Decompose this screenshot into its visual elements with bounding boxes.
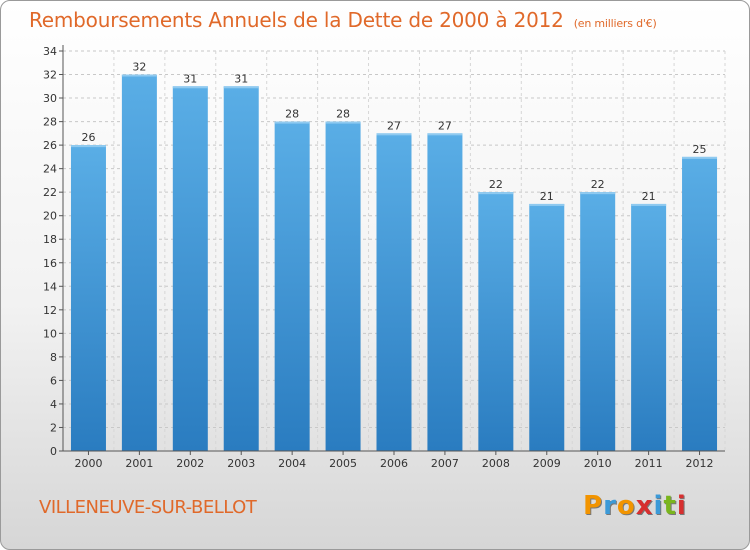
bar <box>325 121 361 452</box>
bar-value-label: 28 <box>336 108 350 121</box>
bar-highlight <box>529 203 565 206</box>
x-tick-label: 2001 <box>125 457 153 470</box>
y-tick-label: 2 <box>50 421 57 434</box>
y-tick-label: 12 <box>43 304 57 317</box>
x-tick-label: 2000 <box>74 457 102 470</box>
chart-title: Remboursements Annuels de la Dette de 20… <box>29 8 657 32</box>
bar <box>121 74 157 451</box>
bar <box>376 133 412 451</box>
bar-highlight <box>376 133 412 136</box>
bar-highlight <box>427 133 463 136</box>
logo-letter: t <box>663 491 677 521</box>
bar <box>427 133 463 451</box>
bars-layer: 26 32 31 31 28 28 27 27 22 21 22 21 25 <box>70 61 718 452</box>
bar-value-label: 28 <box>285 108 299 121</box>
bar-highlight <box>172 86 208 89</box>
bar-value-label: 27 <box>387 119 401 132</box>
y-tick-label: 16 <box>43 257 57 270</box>
y-tick-label: 10 <box>43 327 57 340</box>
x-tick-label: 2005 <box>329 457 357 470</box>
y-tick-label: 0 <box>50 445 57 458</box>
y-tick-label: 20 <box>43 210 57 223</box>
x-tick-label: 2004 <box>278 457 306 470</box>
y-tick-label: 28 <box>43 116 57 129</box>
bar <box>631 203 667 451</box>
logo-letter: r <box>603 491 617 521</box>
bar-highlight <box>631 203 667 206</box>
bar-value-label: 25 <box>693 143 707 156</box>
bar-value-label: 22 <box>489 178 503 191</box>
logo-letter: x <box>635 491 654 521</box>
bar-value-label: 21 <box>642 190 656 203</box>
bar <box>223 86 259 451</box>
x-tick-label: 2003 <box>227 457 255 470</box>
y-tick-label: 26 <box>43 139 57 152</box>
x-tick-label: 2010 <box>584 457 612 470</box>
logo-letter: P <box>583 491 604 521</box>
x-tick-label: 2011 <box>635 457 663 470</box>
bar-value-label: 22 <box>591 178 605 191</box>
bar-highlight <box>70 145 106 148</box>
bar-highlight <box>325 121 361 124</box>
x-tick-label: 2002 <box>176 457 204 470</box>
x-tick-label: 2008 <box>482 457 510 470</box>
chart-title-text: Remboursements Annuels de la Dette de 20… <box>29 8 564 32</box>
bar <box>478 192 514 452</box>
bar <box>580 192 616 452</box>
y-tick-label: 8 <box>50 351 57 364</box>
logo-letter: i <box>653 491 664 521</box>
bar-value-label: 27 <box>438 119 452 132</box>
proxiti-logo: Proxiti <box>583 491 687 521</box>
bar-highlight <box>682 156 718 159</box>
y-tick-label: 30 <box>43 92 57 105</box>
bar <box>529 203 565 451</box>
bar <box>682 156 718 451</box>
bar-highlight <box>274 121 310 124</box>
y-tick-label: 18 <box>43 233 57 246</box>
y-tick-label: 4 <box>50 398 57 411</box>
bar-value-label: 31 <box>183 72 197 85</box>
bar-highlight <box>580 192 616 195</box>
bar-highlight <box>121 74 157 77</box>
bar-value-label: 32 <box>132 61 146 74</box>
bar-value-label: 31 <box>234 72 248 85</box>
bar-value-label: 26 <box>81 131 95 144</box>
bar <box>172 86 208 451</box>
bar <box>70 145 106 451</box>
logo-letter: o <box>616 491 636 521</box>
y-tick-label: 24 <box>43 163 57 176</box>
commune-name: VILLENEUVE-SUR-BELLOT <box>39 497 257 518</box>
y-tick-label: 6 <box>50 374 57 387</box>
bar <box>274 121 310 452</box>
bar-highlight <box>223 86 259 89</box>
x-tick-label: 2012 <box>686 457 714 470</box>
logo-letter: i <box>676 491 687 521</box>
y-tick-label: 14 <box>43 280 57 293</box>
bar-highlight <box>478 192 514 195</box>
y-tick-label: 22 <box>43 186 57 199</box>
chart-subtitle: (en milliers d'€) <box>573 17 657 30</box>
x-tick-label: 2007 <box>431 457 459 470</box>
y-tick-label: 32 <box>43 69 57 82</box>
x-tick-label: 2009 <box>533 457 561 470</box>
bar-value-label: 21 <box>540 190 554 203</box>
y-tick-label: 34 <box>43 45 57 58</box>
x-tick-label: 2006 <box>380 457 408 470</box>
